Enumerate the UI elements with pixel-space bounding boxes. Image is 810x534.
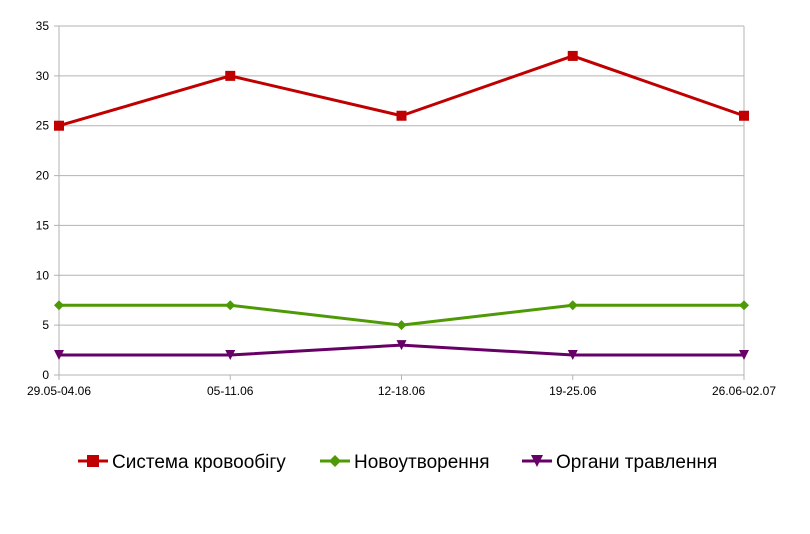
- x-tick-label: 05-11.06: [207, 384, 254, 398]
- legend-item: Органи травлення: [522, 452, 717, 473]
- data-point: [54, 120, 64, 131]
- x-tick-label: 26.06-02.07: [712, 384, 776, 398]
- data-point: [54, 300, 64, 311]
- x-tick-label: 29.05-04.06: [27, 384, 91, 398]
- y-tick-label: 10: [36, 268, 50, 282]
- y-tick-label: 35: [36, 19, 50, 33]
- x-axis-ticks: 29.05-04.06 05-11.06 12-18.06 19-25.06 26.06…: [27, 375, 776, 398]
- y-tick-label: 25: [36, 119, 50, 133]
- data-point: [225, 70, 236, 81]
- legend: Система кровообігу Новоутворення Органи тр…: [78, 452, 717, 473]
- x-tick-label: 12-18.06: [378, 384, 426, 398]
- y-tick-label: 15: [36, 218, 50, 232]
- y-axis-ticks: 0 5 10 15 20 25 30 35: [36, 19, 50, 382]
- legend-marker: [87, 455, 99, 467]
- data-point: [739, 300, 749, 311]
- y-tick-label: 5: [42, 318, 49, 332]
- y-tick-label: 30: [36, 69, 50, 83]
- x-tick-label: 19-25.06: [549, 384, 597, 398]
- series-lines: [54, 50, 749, 361]
- y-tick-label: 20: [36, 169, 50, 183]
- data-point: [567, 350, 578, 361]
- data-point: [225, 300, 236, 311]
- series-2: [54, 300, 749, 331]
- legend-label: Органи травлення: [556, 452, 717, 473]
- data-point: [396, 340, 407, 351]
- data-point: [396, 110, 407, 121]
- data-point: [225, 350, 236, 361]
- data-point: [54, 350, 64, 361]
- data-point: [396, 320, 407, 331]
- data-point: [739, 350, 749, 361]
- data-point: [567, 50, 578, 61]
- data-point: [739, 110, 749, 121]
- y-tick-label: 0: [42, 368, 49, 382]
- legend-marker: [329, 455, 341, 467]
- legend-item: Система кровообігу: [78, 452, 286, 473]
- data-point: [567, 300, 578, 311]
- legend-marker: [531, 455, 543, 467]
- gridlines: [54, 25, 745, 376]
- legend-item: Новоутворення: [320, 452, 490, 473]
- legend-label: Новоутворення: [354, 452, 490, 473]
- series-1: [54, 50, 749, 131]
- series-3: [54, 340, 749, 361]
- legend-label: Система кровообігу: [112, 452, 286, 473]
